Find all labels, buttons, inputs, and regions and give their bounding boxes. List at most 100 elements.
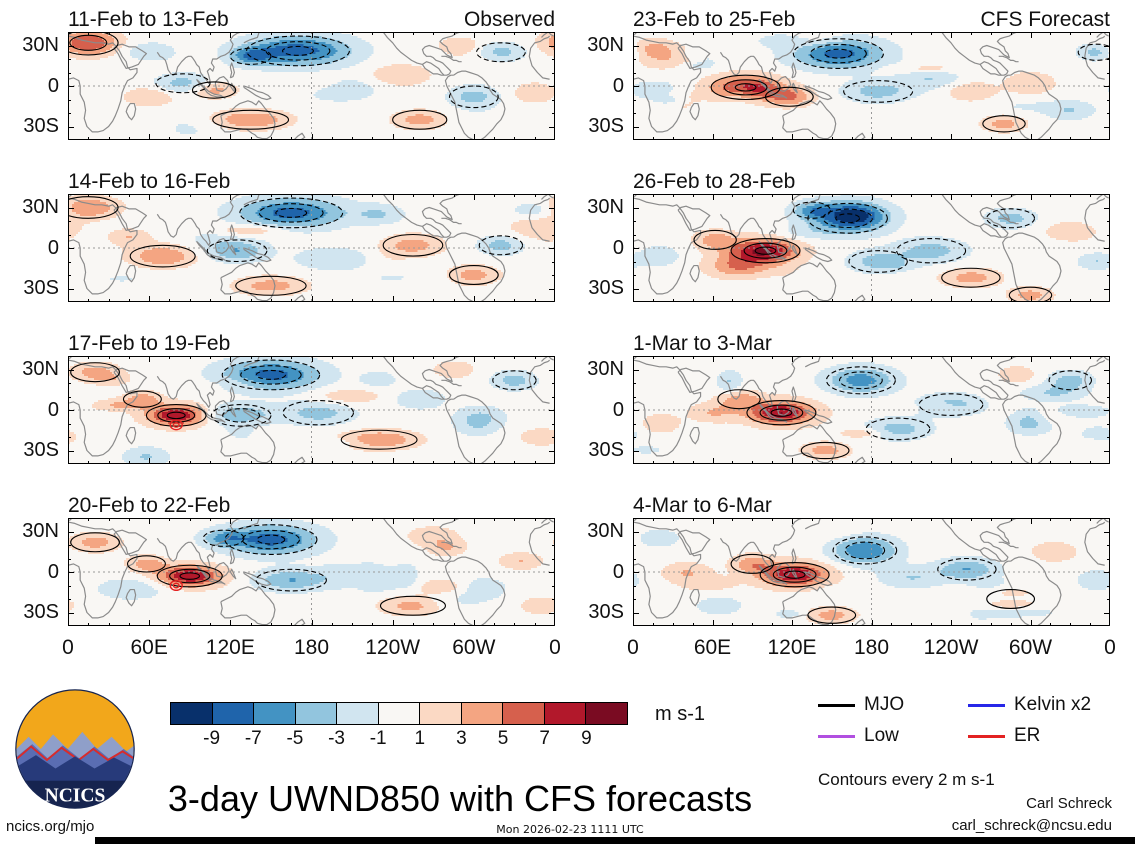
lat-axis-labels: 30N 0 30S [578,194,628,302]
map-panel-3 [68,518,555,626]
legend-label: ER [1014,725,1041,746]
map-panel-2 [68,356,555,464]
lon-tick-label: 0 [549,636,561,659]
figure-title: 3-day UWND850 with CFS forecasts [167,778,753,819]
lat-label-30s: 30S [588,439,624,461]
colorbar-units: m s-1 [655,703,705,725]
panel-header-row: 26-Feb to 28-Feb [633,168,1110,194]
colorbar-segment [586,703,628,724]
colorbar-tick-label: -7 [244,728,262,749]
panel-title: 26-Feb to 28-Feb [633,170,796,193]
panel-title: 14-Feb to 16-Feb [68,170,231,193]
colorbar-tick-label: -1 [369,728,387,749]
map-panel-4 [633,32,1110,140]
colorbar-segment [420,703,462,724]
colorbar-tick-label: -9 [203,728,221,749]
colorbar-segment [503,703,545,724]
lat-label-0: 0 [612,237,624,259]
legend-item-er: ER [968,725,1118,747]
panel-title: 20-Feb to 22-Feb [68,494,231,517]
lon-tick-label: 120W [365,636,421,659]
legend-line [968,703,1005,707]
footer-bar [95,837,1135,844]
ncics-logo: NCICS [15,689,135,809]
lat-axis-labels: 30N 0 30S [578,32,628,140]
lat-axis-labels: 30N 0 30S [13,518,63,626]
colorbar-tick-label: 1 [414,728,426,749]
legend-item-mjo: MJO [818,694,968,716]
colorbar-segment [337,703,379,724]
lon-tick-label: 120E [205,636,255,659]
contour-interval-note: Contours every 2 m s-1 [818,770,995,789]
panel-header-row: 4-Mar to 6-Mar [633,492,1110,518]
legend-line [818,734,855,738]
lat-label-30n: 30N [587,34,624,56]
lat-label-30s: 30S [588,277,624,299]
lon-axis-labels-left: 0 60E 120E 180 120W 60W 0 [62,634,561,662]
lat-label-30n: 30N [587,520,624,542]
panel-header-row: 20-Feb to 22-Feb [68,492,555,518]
lon-tick-label: 60W [452,636,496,659]
lat-label-0: 0 [612,399,624,421]
lat-label-0: 0 [47,237,59,259]
lat-axis-labels: 30N 0 30S [578,356,628,464]
lat-label-30n: 30N [587,358,624,380]
lat-label-0: 0 [47,561,59,583]
credit-name: Carl Schreck [1026,795,1112,812]
lat-label-30s: 30S [23,601,59,623]
lat-axis-labels: 30N 0 30S [13,356,63,464]
colorbar-tick-label: -5 [286,728,304,749]
lat-label-30n: 30N [22,34,59,56]
colorbar-segment [544,703,587,724]
lon-tick-label: 0 [627,636,639,659]
colorbar-tick-label: 3 [456,728,467,749]
lon-axis-labels-right: 0 60E 120E 180 120W 60W 0 [627,634,1116,662]
colorbar-segment [171,703,213,724]
panel-title: 11-Feb to 13-Feb [68,8,229,31]
lat-label-30s: 30S [588,115,624,137]
lat-label-0: 0 [612,561,624,583]
lon-tick-label: 120E [767,636,817,659]
colorbar-segment [461,703,504,724]
panel-title: 23-Feb to 25-Feb [633,8,796,31]
credit-email: carl_schreck@ncsu.edu [951,817,1112,834]
colorbar [170,702,628,725]
lat-label-30s: 30S [588,601,624,623]
panel-header-row: 14-Feb to 16-Feb [68,168,555,194]
lon-tick-label: 0 [1104,636,1116,659]
lat-label-30n: 30N [22,358,59,380]
legend-line [968,734,1005,738]
lat-label-30s: 30S [23,439,59,461]
lon-tick-label: 60E [130,636,168,659]
colorbar-segment [295,703,338,724]
map-panel-6 [633,356,1110,464]
map-panel-5 [633,194,1110,302]
colorbar-segment [254,703,296,724]
panel-header-row: 1-Mar to 3-Mar [633,330,1110,356]
lat-label-0: 0 [612,75,624,97]
lon-tick-label: 60W [1008,636,1053,659]
lat-axis-labels: 30N 0 30S [13,194,63,302]
lon-tick-label: 180 [293,636,330,659]
logo-text: NCICS [45,785,106,806]
lat-axis-labels: 30N 0 30S [578,518,628,626]
colorbar-tick-label: 7 [539,728,551,749]
lat-label-0: 0 [47,399,59,421]
lon-tick-label: 120W [923,636,979,659]
panel-title: 4-Mar to 6-Mar [633,494,772,517]
legend-line [818,703,855,707]
map-panel-1 [68,194,555,302]
lat-label-30n: 30N [22,196,59,218]
legend-label: Kelvin x2 [1014,694,1092,715]
colorbar-tick-label: 5 [497,728,509,749]
lon-tick-label: 0 [62,636,74,659]
panel-header-row: 23-Feb to 25-Feb CFS Forecast [633,6,1110,32]
footer-timestamp: Mon 2026-02-23 1111 UTC [496,823,644,836]
footer-url: ncics.org/mjo [6,818,95,835]
panel-header-row: 11-Feb to 13-Feb Observed [68,6,555,32]
lat-label-30s: 30S [23,115,59,137]
lat-label-30n: 30N [22,520,59,542]
lon-tick-label: 60E [693,636,732,659]
legend-label: MJO [864,694,905,715]
